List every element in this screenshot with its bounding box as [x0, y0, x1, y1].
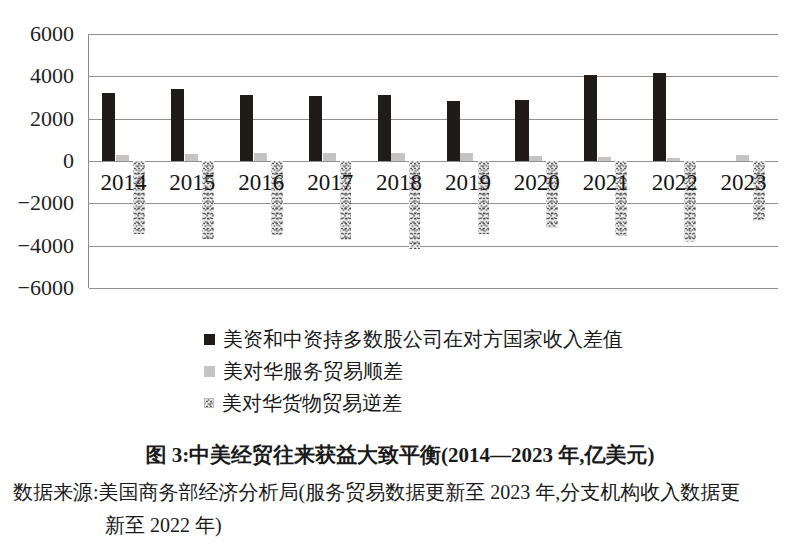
y-tick-label: 0: [63, 148, 74, 174]
bar-series1-2018: [378, 95, 391, 161]
x-tick-label: 2023: [721, 170, 767, 196]
bar-series2-2020: [529, 156, 542, 161]
gray-square-icon: [204, 366, 215, 377]
x-tick-label: 2014: [100, 170, 146, 196]
y-tick-label: 6000: [30, 21, 74, 47]
x-tick-label: 2017: [307, 170, 353, 196]
bar-series1-2014: [102, 93, 115, 161]
bar-series2-2016: [254, 153, 267, 161]
x-tick-label: 2019: [445, 170, 491, 196]
legend: 美资和中资持多数股公司在对方国家收入差值 美对华服务贸易顺差 美对华货物贸易逆差: [204, 323, 623, 419]
data-source-line-1: 数据来源:美国商务部经济分析局(服务贸易数据更新至 2023 年,分支机构收入数…: [13, 476, 791, 509]
bar-series2-2022: [667, 158, 680, 161]
y-tick-label: 4000: [30, 63, 74, 89]
plot-area: 2014 2015 2016 2017 2018 2019 2020 2021 2022 2023: [88, 34, 778, 288]
gridline: [89, 34, 778, 35]
gridline: [89, 76, 778, 77]
y-axis: 6000400020000−2000−4000−6000: [0, 34, 76, 288]
data-source: 数据来源:美国商务部经济分析局(服务贸易数据更新至 2023 年,分支机构收入数…: [13, 476, 791, 542]
gridline: [89, 119, 778, 120]
bar-series1-2015: [171, 89, 184, 161]
data-source-line-2: 新至 2022 年): [13, 509, 791, 542]
x-tick-label: 2018: [376, 170, 422, 196]
y-tick-label: −6000: [18, 275, 74, 301]
bar-series1-2016: [240, 95, 253, 161]
black-square-icon: [204, 334, 215, 345]
bar-series1-2020: [515, 100, 528, 161]
bar-chart: 6000400020000−2000−4000−6000 20142015201…: [0, 0, 800, 312]
x-tick-label: 2022: [652, 170, 698, 196]
bar-series2-2015: [185, 154, 198, 161]
textured-square-icon: [204, 398, 214, 408]
legend-label: 美资和中资持多数股公司在对方国家收入差值: [223, 326, 623, 353]
x-tick-label: 2015: [169, 170, 215, 196]
bar-series2-2014: [116, 155, 129, 161]
bar-series1-2021: [584, 75, 597, 161]
bar-series2-2023: [736, 155, 749, 161]
bar-series2-2018: [391, 153, 404, 161]
y-tick-label: −2000: [18, 190, 74, 216]
gridline: [89, 288, 778, 289]
gridline: [89, 203, 778, 204]
legend-label: 美对华服务贸易顺差: [223, 358, 403, 385]
bar-series1-2022: [653, 73, 666, 161]
y-tick-label: 2000: [30, 106, 74, 132]
x-tick-label: 2020: [514, 170, 560, 196]
bar-series1-2019: [447, 101, 460, 161]
legend-label: 美对华货物贸易逆差: [222, 390, 402, 417]
legend-item-services-surplus: 美对华服务贸易顺差: [204, 355, 623, 387]
legend-item-goods-deficit: 美对华货物贸易逆差: [204, 387, 623, 419]
gridline: [89, 161, 778, 162]
y-tick-label: −4000: [18, 233, 74, 259]
bar-series1-2017: [309, 96, 322, 161]
bar-series2-2021: [598, 157, 611, 161]
bar-series2-2017: [323, 153, 336, 161]
legend-item-income-diff: 美资和中资持多数股公司在对方国家收入差值: [204, 323, 623, 355]
x-tick-label: 2016: [238, 170, 284, 196]
bar-series2-2019: [460, 153, 473, 161]
figure-caption: 图 3:中美经贸往来获益大致平衡(2014—2023 年,亿美元): [0, 441, 800, 469]
x-tick-label: 2021: [583, 170, 629, 196]
gridline: [89, 246, 778, 247]
